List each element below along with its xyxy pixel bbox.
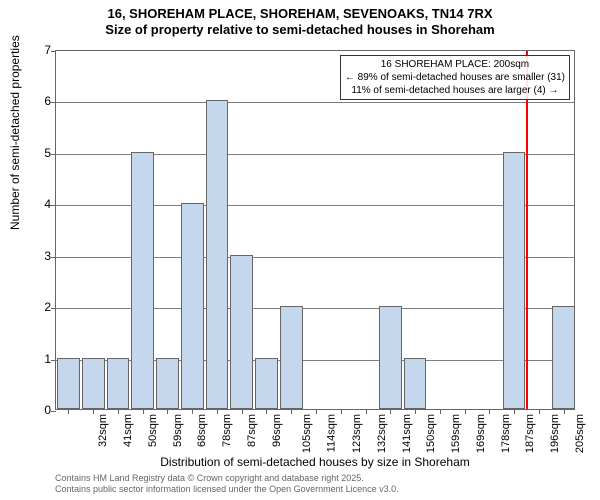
- bar: [404, 358, 427, 409]
- highlight-line: [526, 51, 528, 409]
- bar: [280, 306, 303, 409]
- credit-line2: Contains public sector information licen…: [55, 484, 399, 495]
- bar: [230, 255, 253, 409]
- title-line1: 16, SHOREHAM PLACE, SHOREHAM, SEVENOAKS,…: [0, 6, 600, 22]
- x-tick: [415, 409, 416, 414]
- x-axis-label: Distribution of semi-detached houses by …: [55, 455, 575, 469]
- grid-line: [56, 102, 574, 103]
- y-tick-label: 6: [31, 94, 51, 108]
- y-tick-label: 7: [31, 43, 51, 57]
- x-tick-label: 105sqm: [302, 414, 314, 453]
- bar: [503, 152, 526, 409]
- bar: [181, 203, 204, 409]
- credit-line1: Contains HM Land Registry data © Crown c…: [55, 473, 399, 484]
- x-tick-label: 132sqm: [376, 414, 388, 453]
- x-tick-label: 78sqm: [221, 414, 233, 447]
- x-tick: [217, 409, 218, 414]
- bar: [107, 358, 130, 409]
- y-axis-label: Number of semi-detached properties: [8, 35, 22, 230]
- y-tick-label: 4: [31, 197, 51, 211]
- title-line2: Size of property relative to semi-detach…: [0, 22, 600, 38]
- bar: [131, 152, 154, 409]
- y-tick-label: 2: [31, 300, 51, 314]
- y-tick-label: 1: [31, 352, 51, 366]
- info-line3: 11% of semi-detached houses are larger (…: [345, 84, 565, 97]
- x-tick-label: 68sqm: [196, 414, 208, 447]
- credits: Contains HM Land Registry data © Crown c…: [55, 473, 399, 495]
- chart-plot-area: 16 SHOREHAM PLACE: 200sqm← 89% of semi-d…: [55, 50, 575, 410]
- x-tick-label: 32sqm: [97, 414, 109, 447]
- x-tick-label: 96sqm: [271, 414, 283, 447]
- x-tick-label: 178sqm: [500, 414, 512, 453]
- x-tick: [539, 409, 540, 414]
- x-tick-label: 50sqm: [147, 414, 159, 447]
- x-tick: [68, 409, 69, 414]
- x-tick: [316, 409, 317, 414]
- x-tick-label: 114sqm: [326, 414, 338, 452]
- x-tick: [143, 409, 144, 414]
- x-tick: [390, 409, 391, 414]
- x-tick-label: 41sqm: [122, 414, 134, 447]
- y-tick: [51, 411, 56, 412]
- y-tick: [51, 51, 56, 52]
- y-tick-label: 0: [31, 403, 51, 417]
- x-tick-label: 141sqm: [401, 414, 413, 453]
- bar: [57, 358, 80, 409]
- x-tick: [167, 409, 168, 414]
- x-tick-label: 196sqm: [549, 414, 561, 453]
- bar: [552, 306, 575, 409]
- x-tick-label: 123sqm: [351, 414, 363, 453]
- x-tick: [118, 409, 119, 414]
- info-line2: ← 89% of semi-detached houses are smalle…: [345, 71, 565, 84]
- y-tick: [51, 257, 56, 258]
- bar: [206, 100, 229, 409]
- x-tick: [242, 409, 243, 414]
- x-tick: [366, 409, 367, 414]
- x-tick: [93, 409, 94, 414]
- x-tick-label: 87sqm: [246, 414, 258, 447]
- x-tick: [266, 409, 267, 414]
- y-tick-label: 3: [31, 249, 51, 263]
- x-tick-label: 150sqm: [425, 414, 437, 453]
- bar: [255, 358, 278, 409]
- x-tick: [564, 409, 565, 414]
- x-tick: [514, 409, 515, 414]
- x-tick-label: 169sqm: [475, 414, 487, 453]
- highlight-info-box: 16 SHOREHAM PLACE: 200sqm← 89% of semi-d…: [340, 55, 570, 100]
- x-tick-label: 59sqm: [172, 414, 184, 447]
- x-tick-label: 159sqm: [450, 414, 462, 453]
- y-tick-label: 5: [31, 146, 51, 160]
- y-tick: [51, 154, 56, 155]
- y-tick: [51, 308, 56, 309]
- x-tick: [291, 409, 292, 414]
- x-tick-label: 205sqm: [574, 414, 586, 453]
- x-tick: [192, 409, 193, 414]
- x-tick: [440, 409, 441, 414]
- y-tick: [51, 205, 56, 206]
- x-tick-label: 187sqm: [524, 414, 536, 453]
- bar: [156, 358, 179, 409]
- y-tick: [51, 102, 56, 103]
- bar: [82, 358, 105, 409]
- x-tick: [489, 409, 490, 414]
- x-tick: [465, 409, 466, 414]
- y-tick: [51, 360, 56, 361]
- x-tick: [341, 409, 342, 414]
- bar: [379, 306, 402, 409]
- chart-title: 16, SHOREHAM PLACE, SHOREHAM, SEVENOAKS,…: [0, 0, 600, 39]
- info-line1: 16 SHOREHAM PLACE: 200sqm: [345, 58, 565, 71]
